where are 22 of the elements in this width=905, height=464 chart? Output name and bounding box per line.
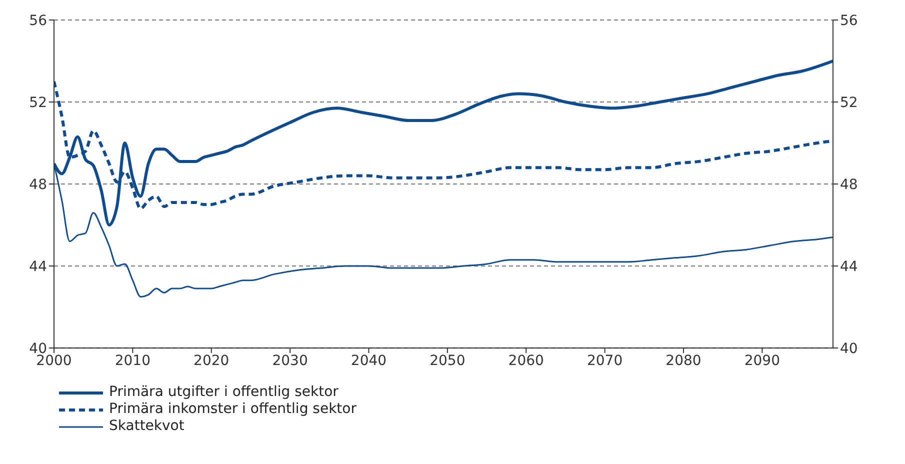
legend-label: Skattekvot [109, 418, 184, 435]
x-tick-label: 2050 [430, 352, 466, 369]
x-tick-label: 2030 [272, 352, 308, 369]
y2-tick-label: 40 [840, 340, 858, 357]
y2-tick-label: 52 [840, 94, 858, 111]
y-tick-label: 56 [29, 12, 48, 29]
y-tick-label: 52 [29, 94, 47, 111]
x-tick-label: 2000 [36, 352, 72, 369]
x-tick-label: 2010 [114, 352, 151, 369]
x-tick-label: 2090 [744, 352, 780, 369]
x-tick-label: 2060 [508, 352, 544, 369]
y2-tick-label: 56 [840, 12, 858, 29]
legend-label: Primära utgifter i offentlig sektor [109, 384, 338, 401]
x-tick-label: 2070 [586, 352, 623, 369]
y-tick-label: 44 [29, 258, 48, 275]
y2-tick-label: 48 [840, 176, 858, 193]
x-tick-label: 2020 [194, 352, 230, 369]
y2-tick-label: 44 [840, 258, 858, 275]
x-tick-label: 2080 [666, 352, 702, 369]
x-tick-label: 2040 [350, 352, 387, 369]
legend-label: Primära inkomster i offentlig sektor [109, 401, 356, 418]
y-tick-label: 48 [29, 176, 47, 193]
